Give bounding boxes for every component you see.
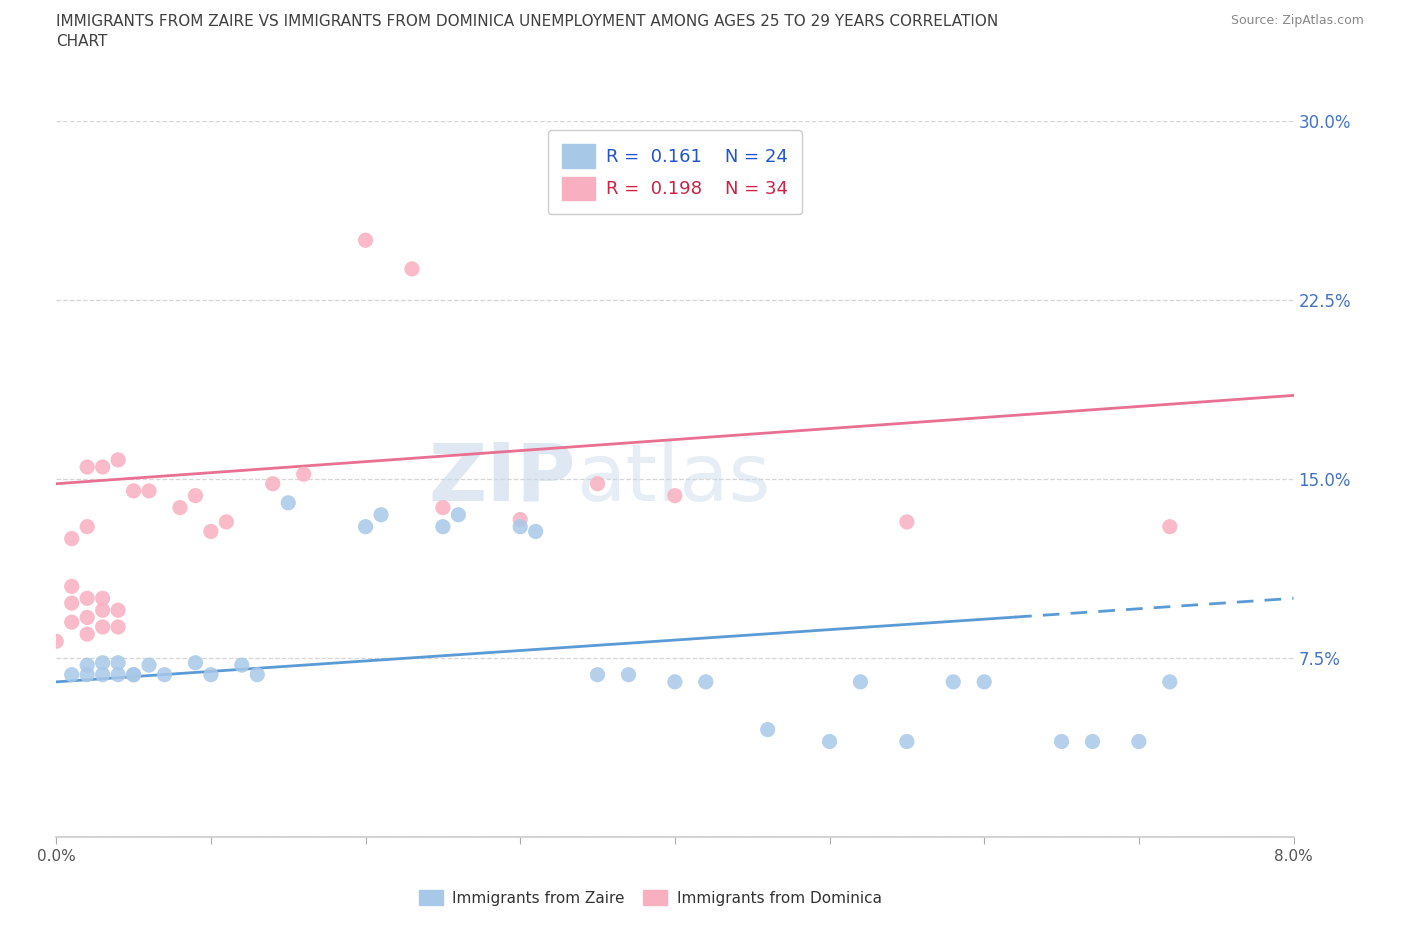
Point (1128, 734, 1150, 749)
Point (524, 524, 547, 538)
Point (1081, 734, 1104, 749)
Text: atlas: atlas (576, 440, 770, 518)
Point (76, 658, 98, 672)
Point (664, 488, 686, 503)
Point (76, 459, 98, 474)
Point (896, 734, 918, 749)
Point (617, 667, 640, 682)
Point (91, 619, 114, 634)
Point (973, 674, 995, 689)
Text: IMMIGRANTS FROM ZAIRE VS IMMIGRANTS FROM DOMINICA UNEMPLOYMENT AMONG AGES 25 TO : IMMIGRANTS FROM ZAIRE VS IMMIGRANTS FROM… (56, 14, 998, 48)
Legend: Immigrants from Zaire, Immigrants from Dominica: Immigrants from Zaire, Immigrants from D… (412, 884, 887, 911)
Point (91, 603, 114, 618)
Point (695, 674, 717, 689)
Point (292, 467, 315, 482)
Point (138, 658, 160, 672)
Point (215, 514, 238, 529)
Point (107, 603, 129, 618)
Point (1159, 519, 1181, 534)
Point (76, 627, 98, 642)
Point (1050, 734, 1073, 749)
Point (169, 500, 191, 515)
Point (262, 476, 284, 491)
Point (138, 484, 160, 498)
Point (107, 667, 129, 682)
Point (1159, 674, 1181, 689)
Point (60, 615, 83, 630)
Point (231, 658, 253, 672)
Text: Source: ZipAtlas.com: Source: ZipAtlas.com (1230, 14, 1364, 27)
Point (60, 595, 83, 610)
Point (509, 519, 531, 534)
Point (60, 531, 83, 546)
Point (91, 667, 114, 682)
Point (277, 496, 299, 511)
Point (509, 512, 531, 527)
Point (896, 514, 918, 529)
Text: ZIP: ZIP (429, 440, 576, 518)
Point (45, 634, 67, 649)
Point (447, 508, 470, 523)
Point (122, 667, 145, 682)
Point (354, 519, 377, 534)
Point (246, 667, 269, 682)
Point (942, 674, 965, 689)
Point (60, 667, 83, 682)
Point (107, 452, 129, 467)
Point (200, 667, 222, 682)
Point (586, 476, 609, 491)
Point (91, 656, 114, 671)
Point (107, 619, 129, 634)
Point (122, 484, 145, 498)
Point (76, 610, 98, 625)
Point (370, 508, 392, 523)
Point (432, 500, 454, 515)
Point (60, 578, 83, 594)
Point (849, 674, 872, 689)
Point (153, 667, 176, 682)
Point (818, 734, 841, 749)
Point (354, 232, 377, 247)
Point (76, 591, 98, 605)
Point (664, 674, 686, 689)
Point (756, 722, 779, 737)
Point (586, 667, 609, 682)
Point (432, 519, 454, 534)
Point (91, 591, 114, 605)
Point (200, 524, 222, 538)
Point (401, 261, 423, 276)
Point (184, 488, 207, 503)
Point (107, 656, 129, 671)
Point (122, 667, 145, 682)
Point (91, 459, 114, 474)
Point (76, 667, 98, 682)
Point (184, 656, 207, 671)
Point (76, 519, 98, 534)
